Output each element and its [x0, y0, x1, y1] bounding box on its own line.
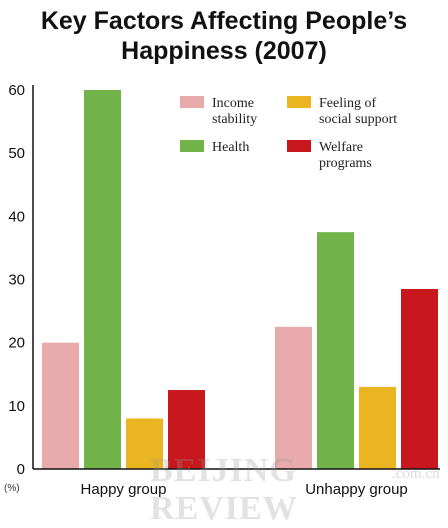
category-label: Happy group — [81, 481, 167, 498]
legend-label: programs — [319, 156, 372, 171]
legend-swatch — [180, 96, 204, 108]
legend-label: Feeling of — [319, 96, 376, 111]
chart-title: Key Factors Affecting People’s Happiness… — [0, 6, 448, 66]
legend-label: stability — [212, 112, 257, 127]
category-label: Unhappy group — [305, 481, 408, 498]
y-tick-label: 60 — [8, 82, 25, 99]
bar-health-1 — [317, 232, 354, 469]
y-tick-label: 30 — [8, 272, 25, 289]
watermark-suffix: .com.cn — [392, 466, 440, 482]
chart-title-line2: Happiness (2007) — [121, 37, 327, 65]
chart-title-line1: Key Factors Affecting People’s — [40, 7, 408, 35]
legend-label: Health — [212, 140, 249, 155]
bar-welfare-programs-1 — [401, 288, 438, 469]
bar-income-stability-0 — [42, 342, 79, 469]
legend-swatch — [287, 140, 311, 152]
legend-swatch — [180, 140, 204, 152]
y-tick-labels: 0 10 20 30 40 50 60 — [8, 82, 25, 478]
bar-welfare-programs-0 — [168, 390, 205, 469]
bar-feeling-of-social-support-0 — [126, 418, 163, 469]
bar-income-stability-1 — [275, 326, 312, 469]
watermark: BEIJING REVIEW — [150, 452, 298, 527]
y-tick-label: 40 — [8, 208, 25, 225]
category-labels: Happy group Unhappy group — [81, 481, 408, 498]
y-tick-label: 10 — [8, 398, 25, 415]
unit-label: (%) — [4, 483, 20, 494]
y-tick-label: 20 — [8, 335, 25, 352]
y-tick-label: 50 — [8, 145, 25, 162]
legend-label: Income — [212, 96, 254, 111]
bars-layer — [42, 90, 438, 469]
bar-chart: 0 10 20 30 40 50 60 Happy group Unhappy group I… — [4, 82, 440, 498]
bar-health-0 — [84, 90, 121, 469]
bar-feeling-of-social-support-1 — [359, 386, 396, 469]
legend-swatch — [287, 96, 311, 108]
y-tick-label: 0 — [17, 461, 25, 478]
legend-label: Welfare — [319, 140, 363, 155]
legend-label: social support — [319, 112, 397, 127]
